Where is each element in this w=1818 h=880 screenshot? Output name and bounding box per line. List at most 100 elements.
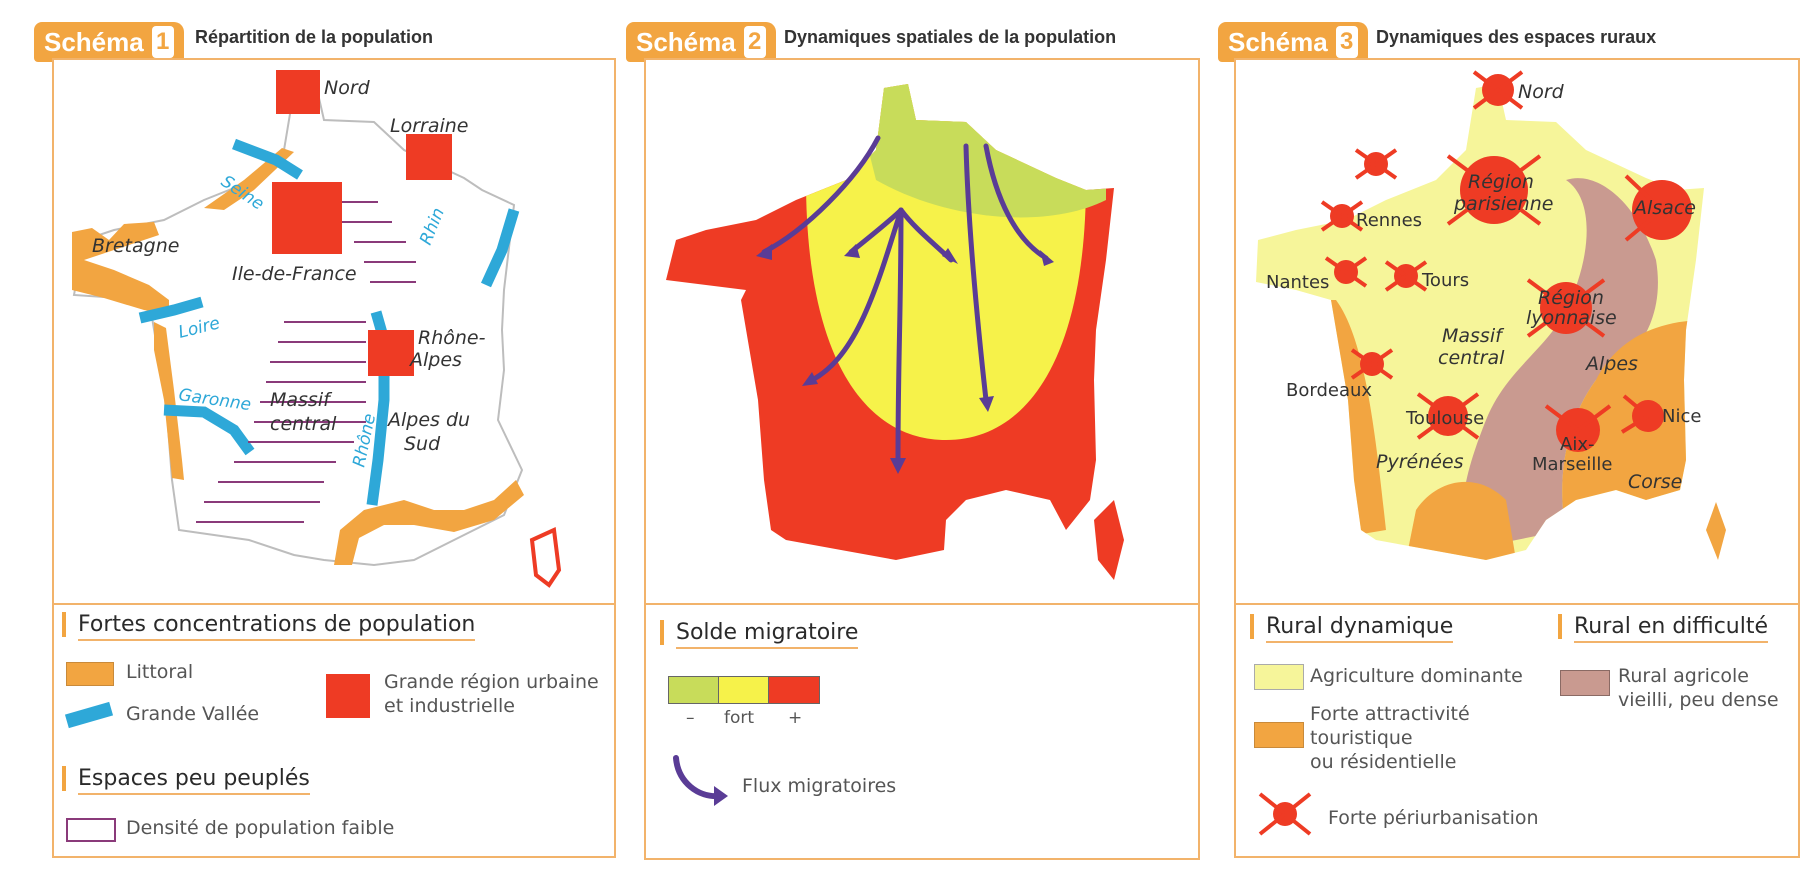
schema-2-map	[666, 84, 1124, 580]
peri-alsace	[1624, 174, 1692, 242]
label-pyrenees: Pyrénées	[1376, 451, 1464, 473]
label-region-lyonnaise-1: Région	[1538, 287, 1604, 309]
swatch-solde-fort	[718, 676, 770, 704]
urban-nord	[276, 70, 320, 114]
label-massif-1: Massif	[1442, 325, 1505, 347]
corse-zone	[1706, 502, 1726, 560]
legend-heading-rural-difficulte: Rural en difficulté	[1558, 614, 1769, 643]
schema-1-divider	[52, 603, 614, 605]
peri-rouen	[1354, 148, 1398, 180]
schema-3-badge: Schéma 3	[1218, 22, 1368, 62]
legend-flux-arrow-icon	[673, 755, 728, 806]
peri-nord	[1472, 70, 1524, 110]
river-garonne	[163, 404, 255, 456]
periurbanisation-icon	[1258, 792, 1312, 836]
legend-rural-2: vieilli, peu dense	[1618, 689, 1779, 711]
badge-text: Schéma	[636, 26, 736, 57]
legend-heading-solde: Solde migratoire	[660, 620, 859, 649]
label-alpes-sud-1: Alpes du	[386, 409, 470, 431]
swatch-faible	[66, 818, 116, 842]
schema-1-map: Nord Lorraine Bretagne Ile-de-France Rhô…	[72, 70, 562, 588]
label-aix-1: Aix-	[1560, 434, 1594, 455]
label-region-lyonnaise-2: lyonnaise	[1526, 307, 1617, 329]
label-aix-2: Marseille	[1532, 454, 1613, 475]
legend-solde-fort: fort	[724, 708, 755, 728]
legend-agriculture: Agriculture dominante	[1310, 665, 1523, 687]
swatch-solde-plus	[768, 676, 820, 704]
badge-text: Schéma	[44, 26, 144, 57]
legend-heading-rural-dynamique: Rural dynamique	[1250, 614, 1454, 643]
river-seine	[232, 138, 303, 180]
swatch-urban	[326, 674, 370, 718]
peri-bordeaux	[1350, 348, 1394, 380]
flux-arrow-east	[983, 143, 1049, 261]
legend-rural-1: Rural agricole	[1618, 665, 1749, 687]
label-nord: Nord	[324, 77, 371, 99]
swatch-solde-minus	[668, 676, 720, 704]
schema-2-badge: Schéma 2	[626, 22, 776, 62]
badge-number: 3	[1335, 26, 1358, 58]
label-massif-1: Massif	[270, 389, 333, 411]
label-massif-2: central	[1438, 347, 1505, 369]
label-rhone-alpes-1: Rhône-	[418, 327, 486, 349]
peri-paris	[1446, 154, 1542, 226]
label-massif-2: central	[270, 413, 337, 435]
legend-faible: Densité de population faible	[126, 817, 395, 839]
peri-tours	[1384, 260, 1428, 292]
legend-touristique-3: ou résidentielle	[1310, 751, 1457, 773]
flux-arrow-southeast	[963, 143, 989, 403]
corse-zone	[1094, 500, 1124, 580]
label-alpes-sud-2: Sud	[404, 433, 441, 455]
legend-solde-minus: –	[686, 708, 695, 728]
swatch-littoral	[66, 662, 114, 686]
legend-heading-peu-peuples: Espaces peu peuplés	[62, 766, 310, 795]
littoral-bretagne	[72, 222, 169, 315]
label-nord: Nord	[1518, 81, 1565, 103]
schema-1-title: Répartition de la population	[195, 27, 433, 47]
label-bretagne: Bretagne	[92, 235, 179, 257]
peri-aix-marseille	[1544, 404, 1612, 452]
legend-urban-1: Grande région urbaine	[384, 671, 599, 693]
swatch-rural-vieilli	[1560, 670, 1610, 696]
periurbanisation-markers	[1320, 70, 1692, 452]
schema-3-divider	[1234, 603, 1798, 605]
arrow-heads	[756, 244, 1054, 474]
littoral-mediterranee	[334, 480, 524, 565]
schema-2-title: Dynamiques spatiales de la population	[784, 27, 1117, 47]
badge-text: Schéma	[1228, 26, 1328, 57]
legend-flux: Flux migratoires	[742, 775, 897, 797]
corse-outline	[529, 527, 562, 588]
label-tours: Tours	[1421, 270, 1469, 291]
label-ile-de-france: Ile-de-France	[232, 263, 357, 285]
label-nantes: Nantes	[1266, 272, 1329, 293]
label-corse: Corse	[1628, 471, 1682, 493]
littoral-atlantique	[154, 322, 184, 480]
legend-littoral: Littoral	[126, 661, 194, 683]
schema-2-divider	[644, 603, 1198, 605]
schema-1-badge: Schéma 1	[34, 22, 184, 62]
peri-lyon	[1526, 278, 1606, 338]
badge-number: 1	[151, 26, 174, 58]
urban-ile-de-france	[272, 182, 342, 254]
swatch-agriculture	[1254, 664, 1304, 690]
swatch-touristique	[1254, 722, 1304, 748]
legend-solde-plus: +	[788, 708, 803, 728]
river-rhin	[480, 208, 520, 288]
label-toulouse: Toulouse	[1405, 408, 1484, 429]
peri-toulouse	[1416, 392, 1480, 440]
low-density-lines	[196, 201, 416, 523]
peri-rennes	[1320, 200, 1364, 232]
label-region-parisienne-2: parisienne	[1453, 193, 1553, 215]
label-rhone-alpes-2: Alpes	[408, 349, 462, 371]
label-nice: Nice	[1662, 406, 1701, 427]
legend-touristique-2: touristique	[1310, 727, 1413, 749]
legend-heading-concentrations: Fortes concentrations de population	[62, 612, 476, 641]
label-lorraine: Lorraine	[390, 115, 469, 137]
schema-3-title: Dynamiques des espaces ruraux	[1376, 27, 1657, 47]
label-alsace: Alsace	[1632, 197, 1696, 219]
peri-nantes	[1324, 256, 1368, 288]
legend-urban-2: et industrielle	[384, 695, 515, 717]
label-region-parisienne-1: Région	[1468, 171, 1534, 193]
flux-arrow-west	[761, 135, 881, 255]
urban-lorraine	[406, 134, 452, 180]
